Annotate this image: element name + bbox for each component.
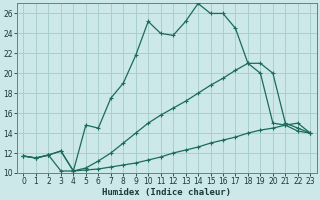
X-axis label: Humidex (Indice chaleur): Humidex (Indice chaleur) bbox=[102, 188, 231, 197]
